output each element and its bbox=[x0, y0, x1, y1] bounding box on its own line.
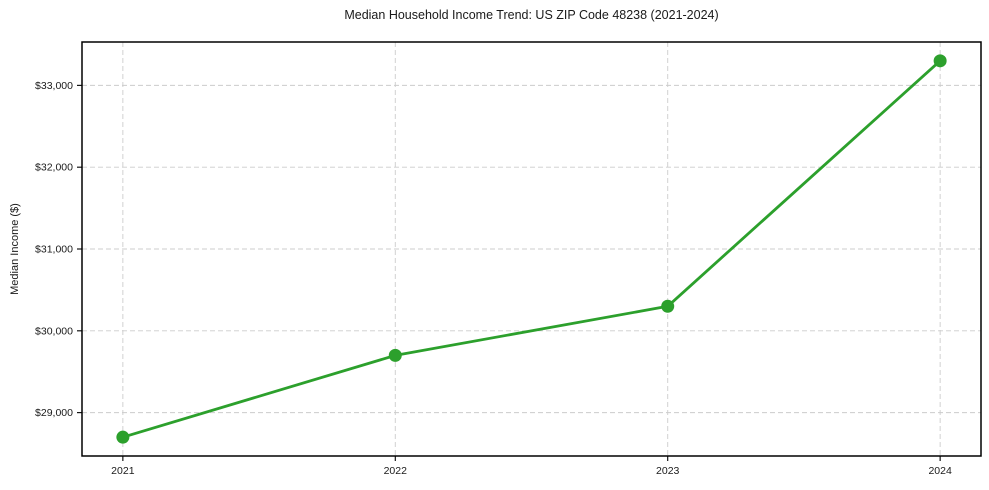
data-point-2023 bbox=[661, 299, 675, 313]
y-tick-label: $33,000 bbox=[35, 80, 73, 92]
y-tick-label: $30,000 bbox=[35, 325, 73, 337]
x-tick-label: 2021 bbox=[111, 465, 135, 477]
data-point-2024 bbox=[933, 54, 947, 68]
x-tick-label: 2023 bbox=[656, 465, 680, 477]
x-tick-label: 2024 bbox=[928, 465, 952, 477]
data-point-2021 bbox=[116, 430, 130, 444]
data-point-2022 bbox=[388, 348, 402, 362]
y-tick-label: $32,000 bbox=[35, 162, 73, 174]
chart-title: Median Household Income Trend: US ZIP Co… bbox=[344, 8, 719, 22]
y-axis-label: Median Income ($) bbox=[9, 203, 21, 295]
x-tick-label: 2022 bbox=[384, 465, 408, 477]
plot-border bbox=[81, 41, 982, 457]
y-tick-label: $31,000 bbox=[35, 244, 73, 256]
y-tick-label: $29,000 bbox=[35, 407, 73, 419]
trend-line bbox=[121, 59, 942, 439]
